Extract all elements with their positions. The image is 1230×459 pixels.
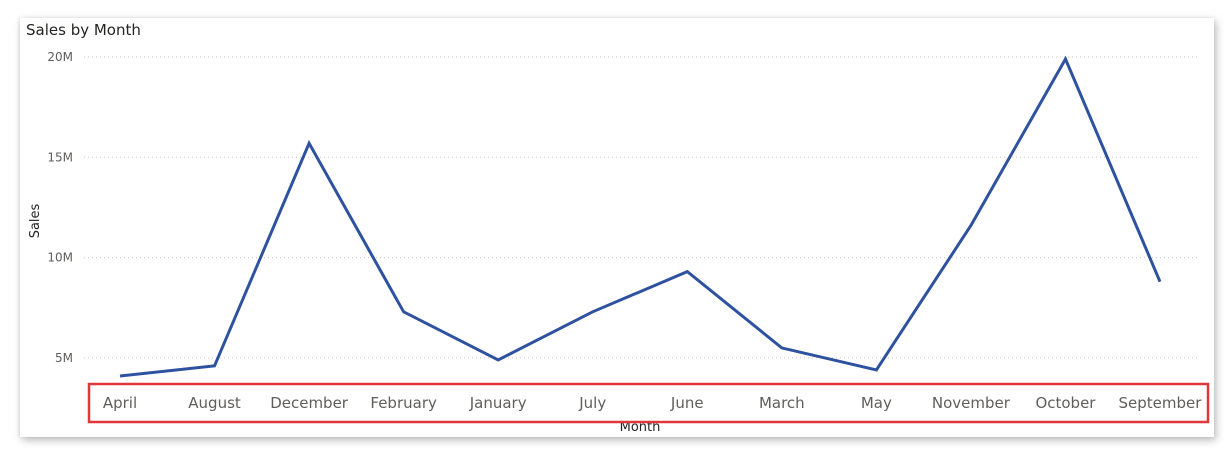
y-tick-label: 20M	[47, 50, 73, 64]
y-tick-label: 15M	[47, 150, 73, 164]
y-axis-label: Sales	[28, 203, 43, 238]
x-tick-label: February	[370, 394, 437, 412]
x-tick-label: September	[1119, 394, 1203, 412]
y-tick-label: 10M	[47, 251, 73, 265]
y-axis-ticks: 5M 10M 15M 20M	[47, 50, 73, 365]
gridlines	[84, 56, 1198, 359]
x-tick-label: January	[469, 394, 527, 412]
x-tick-label: August	[188, 394, 241, 412]
x-axis-label: Month	[620, 420, 661, 435]
x-tick-label: May	[861, 394, 892, 412]
x-tick-label: June	[670, 394, 704, 412]
x-tick-label: November	[932, 394, 1011, 412]
chart-title: Sales by Month	[26, 21, 141, 39]
x-tick-label: April	[103, 394, 137, 412]
x-tick-label: October	[1035, 394, 1096, 412]
series-line	[119, 55, 1162, 378]
series-layer	[119, 55, 1162, 378]
x-tick-label: December	[270, 394, 349, 412]
chart-card	[20, 18, 1214, 437]
x-axis-ticks: April August December February January July Ju…	[103, 394, 1202, 412]
y-tick-label: 5M	[55, 351, 73, 365]
x-tick-label: March	[759, 394, 805, 412]
x-axis-highlight-box	[87, 382, 1210, 424]
x-tick-label: July	[578, 394, 606, 412]
